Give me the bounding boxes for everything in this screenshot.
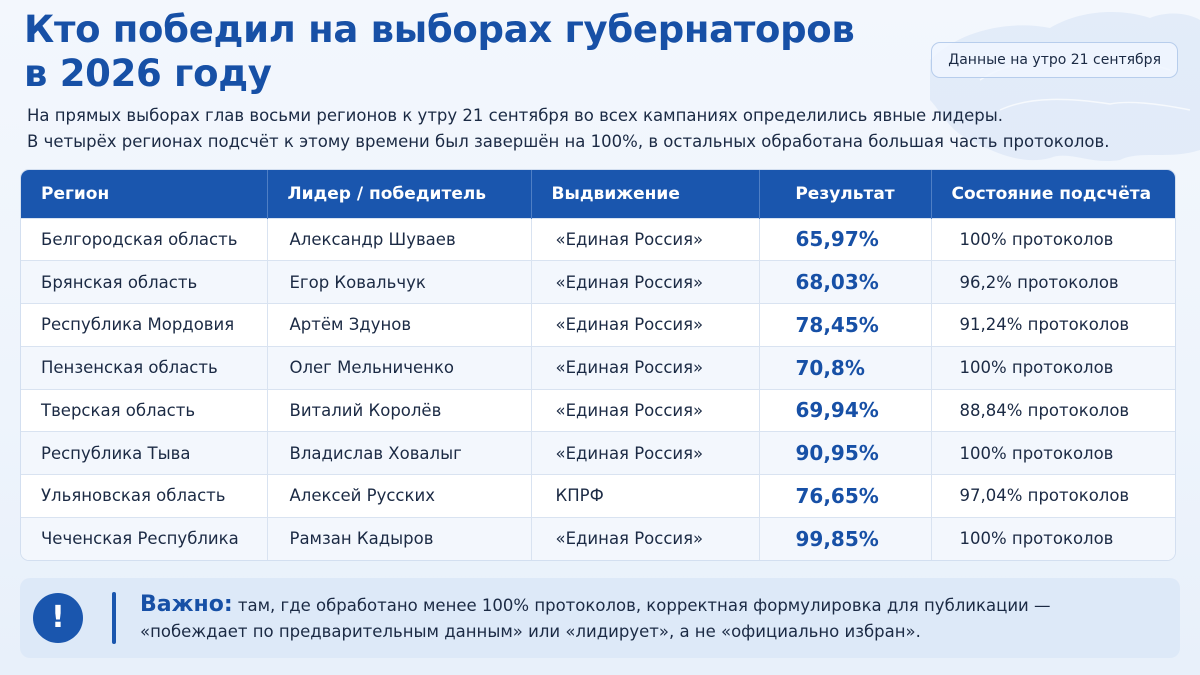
cell-result: 68,03% (759, 260, 932, 304)
cell-status: 96,2% протоколов (959, 272, 1119, 292)
note-lead: Важно: (140, 592, 233, 617)
cell-region: Ульяновская область (21, 474, 268, 518)
table-row: Брянская область Егор Ковальчук «Единая … (21, 260, 1175, 304)
cell-result: 69,94% (759, 389, 932, 432)
cell-leader: Виталий Королёв (267, 389, 532, 432)
page-title: Кто победил на выборах губернаторов в 20… (24, 8, 904, 96)
cell-region: Чеченская Республика (21, 517, 268, 560)
subtitle: На прямых выборах глав восьми регионов к… (27, 103, 1177, 155)
cell-party: «Единая Россия» (531, 517, 760, 560)
cell-party: «Единая Россия» (531, 431, 760, 475)
title-line-1: Кто победил на выборах губернаторов (24, 8, 855, 51)
important-note: ! Важно: там, где обработано менее 100% … (20, 578, 1180, 658)
note-text-line-1: там, где обработано менее 100% протоколо… (232, 596, 1051, 615)
cell-party: «Единая Россия» (531, 303, 760, 347)
cell-leader: Александр Шуваев (267, 218, 532, 261)
cell-region: Республика Тыва (21, 431, 268, 475)
table-row: Республика Мордовия Артём Здунов «Единая… (21, 303, 1175, 347)
exclamation-icon: ! (33, 593, 83, 643)
note-text-line-2: «побеждает по предварительным данным» ил… (140, 622, 921, 641)
table-header-row: Регион Лидер / победитель Выдвижение Рез… (21, 170, 1175, 218)
column-header-leader: Лидер / победитель (267, 170, 532, 218)
cell-party: «Единая Россия» (531, 389, 760, 432)
cell-result: 78,45% (759, 303, 932, 347)
cell-region: Белгородская область (21, 218, 268, 261)
column-header-party: Выдвижение (531, 170, 760, 218)
cell-party: «Единая Россия» (531, 260, 760, 304)
subtitle-line-2: В четырёх регионах подсчёт к этому време… (27, 132, 1110, 151)
cell-status: 100% протоколов (959, 358, 1114, 378)
cell-status: 100% протоколов (959, 529, 1114, 549)
cell-party: «Единая Россия» (531, 346, 760, 389)
table-row: Белгородская область Александр Шуваев «Е… (21, 218, 1175, 261)
cell-status: 100% протоколов (959, 229, 1114, 249)
cell-leader: Артём Здунов (267, 303, 532, 347)
cell-leader: Алексей Русских (267, 474, 532, 518)
note-text: Важно: там, где обработано менее 100% пр… (140, 592, 1170, 645)
cell-party: КПРФ (531, 474, 760, 518)
cell-leader: Егор Ковальчук (267, 260, 532, 304)
table-row: Пензенская область Олег Мельниченко «Еди… (21, 346, 1175, 389)
column-header-status: Состояние подсчёта (951, 183, 1152, 204)
results-table: Регион Лидер / победитель Выдвижение Рез… (20, 169, 1176, 561)
table-row: Республика Тыва Владислав Ховалыг «Едина… (21, 431, 1175, 475)
table-row: Ульяновская область Алексей Русских КПРФ… (21, 474, 1175, 518)
table-row: Тверская область Виталий Королёв «Единая… (21, 389, 1175, 432)
cell-leader: Владислав Ховалыг (267, 431, 532, 475)
column-header-result: Результат (759, 170, 932, 218)
cell-region: Тверская область (21, 389, 268, 432)
cell-leader: Олег Мельниченко (267, 346, 532, 389)
title-line-2: в 2026 году (24, 52, 272, 95)
cell-party: «Единая Россия» (531, 218, 760, 261)
table-row: Чеченская Республика Рамзан Кадыров «Еди… (21, 517, 1175, 560)
cell-result: 90,95% (759, 431, 932, 475)
cell-region: Брянская область (21, 260, 268, 304)
cell-leader: Рамзан Кадыров (267, 517, 532, 560)
cell-region: Республика Мордовия (21, 303, 268, 347)
cell-region: Пензенская область (21, 346, 268, 389)
date-badge: Данные на утро 21 сентября (931, 42, 1178, 78)
cell-result: 70,8% (759, 346, 932, 389)
cell-status: 97,04% протоколов (959, 486, 1130, 506)
column-header-region: Регион (21, 170, 268, 218)
cell-status: 91,24% протоколов (959, 315, 1130, 335)
note-divider (112, 592, 116, 644)
cell-status: 88,84% протоколов (959, 400, 1130, 420)
cell-result: 76,65% (759, 474, 932, 518)
cell-result: 65,97% (759, 218, 932, 261)
subtitle-line-1: На прямых выборах глав восьми регионов к… (27, 106, 1003, 125)
cell-result: 99,85% (759, 517, 932, 560)
cell-status: 100% протоколов (959, 443, 1114, 463)
